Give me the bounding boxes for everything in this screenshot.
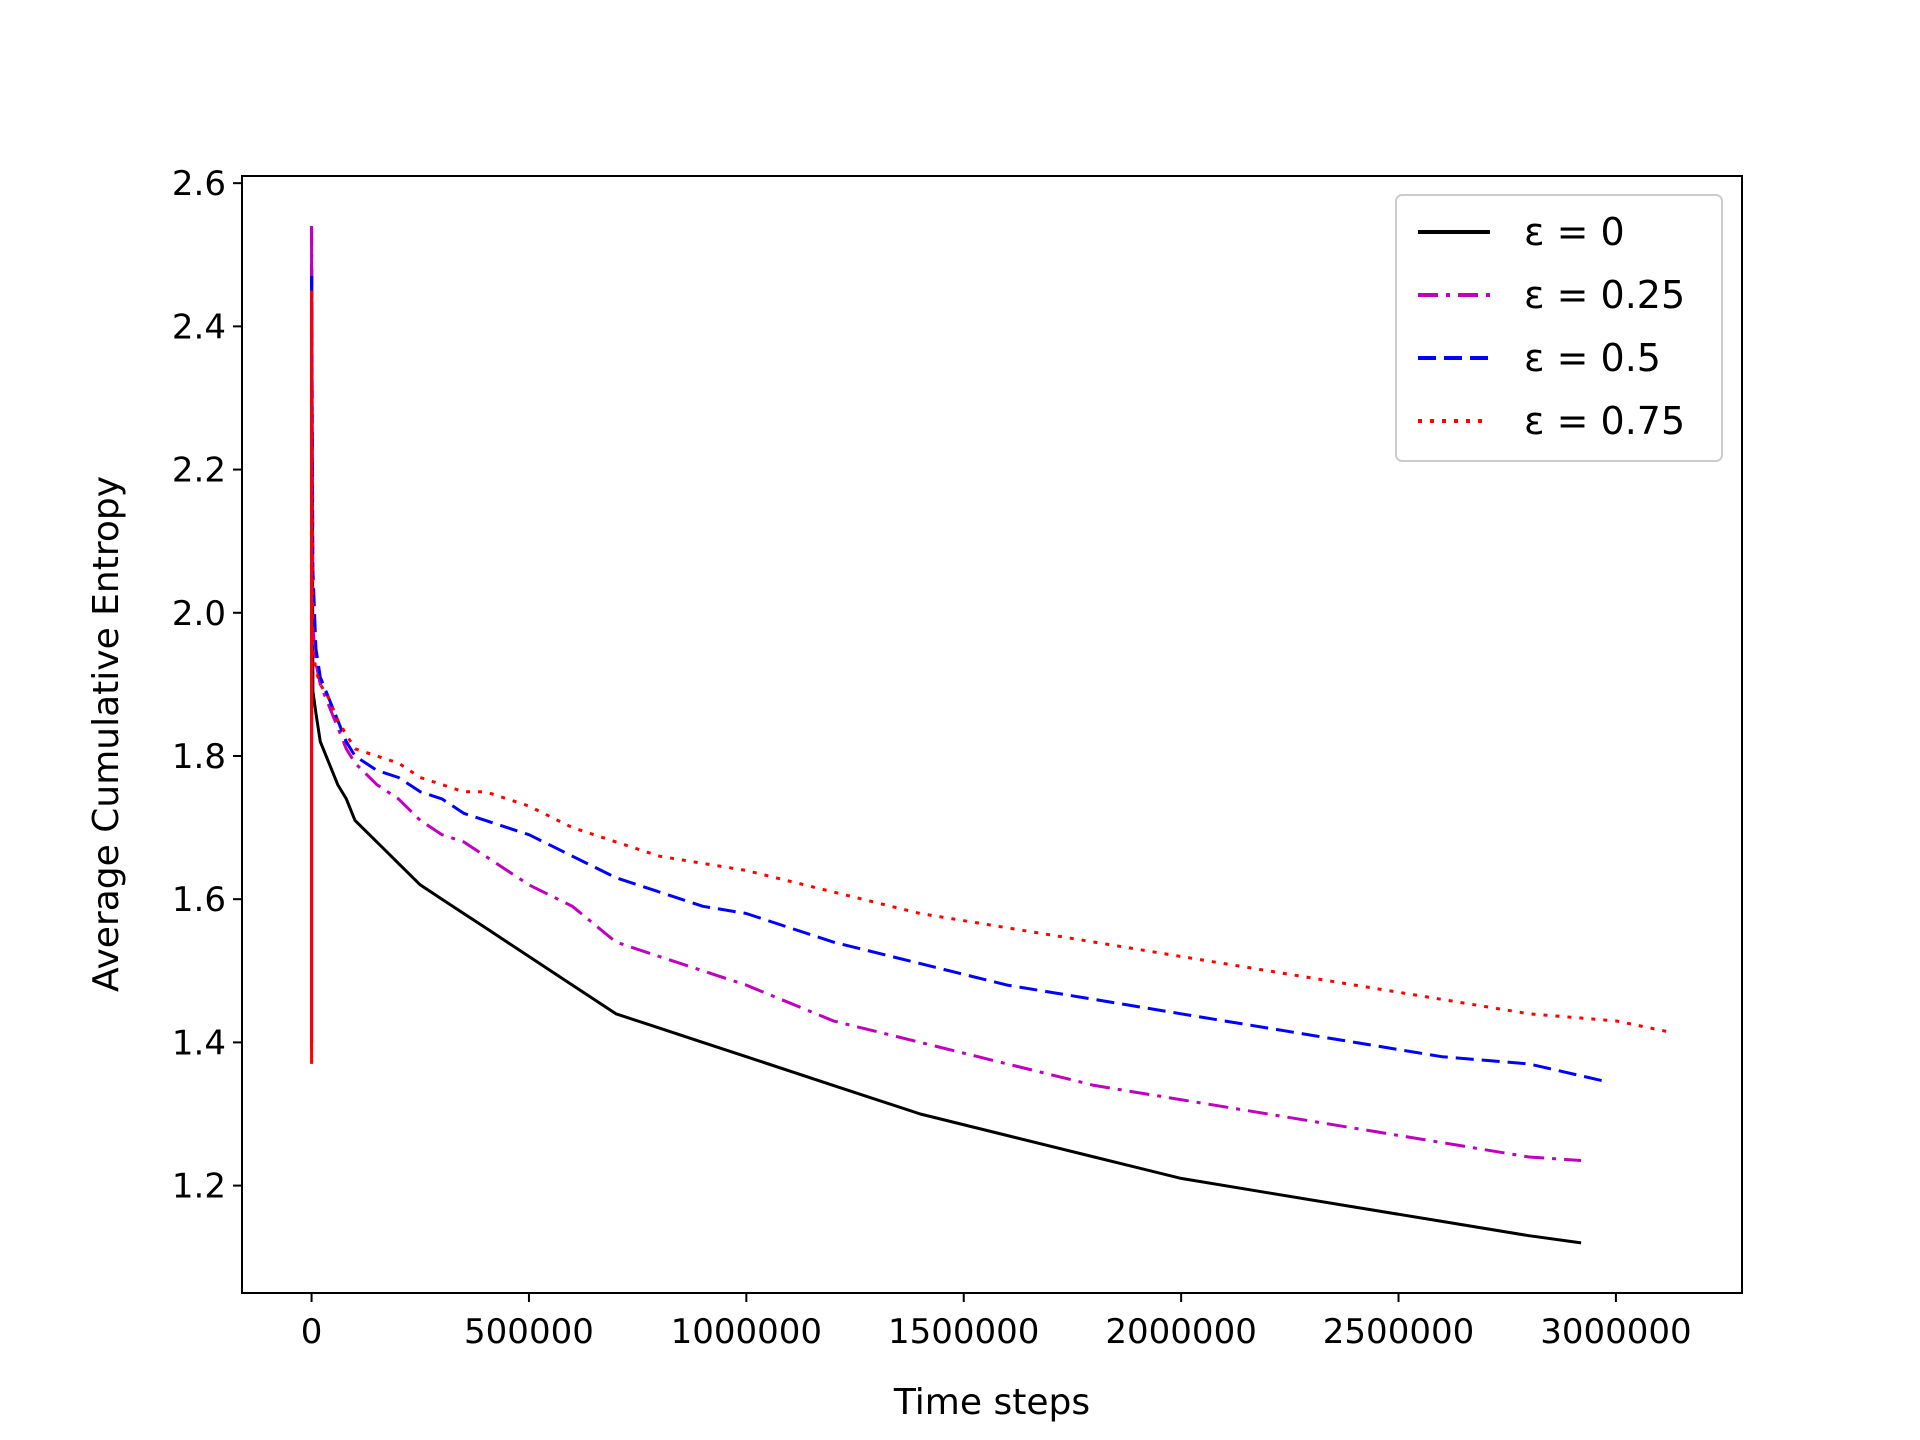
y-tick-label: 2.0: [172, 594, 226, 634]
legend-label: ε = 0.5: [1524, 336, 1661, 380]
y-axis: 1.2 1.4 1.6 1.8 2.0 2.2 2.4 2.6: [172, 164, 242, 1207]
x-axis-label: Time steps: [893, 1382, 1090, 1423]
y-tick-label: 2.2: [172, 451, 226, 491]
legend: ε = 0 ε = 0.25 ε = 0.5 ε = 0.75: [1395, 194, 1723, 462]
y-tick-label: 1.4: [172, 1023, 226, 1063]
x-tick-label: 0: [301, 1312, 323, 1352]
series-line: [310, 269, 1582, 1245]
x-tick-label: 1500000: [888, 1312, 1039, 1352]
series-line: [310, 226, 1582, 1162]
x-tick-label: 1000000: [671, 1312, 822, 1352]
x-axis: 0 500000 1000000 1500000 2000000 2500000 30000…: [301, 1293, 1692, 1352]
x-tick-label: 500000: [464, 1312, 594, 1352]
y-tick-label: 2.4: [172, 307, 226, 347]
series-3: [310, 290, 1669, 1064]
x-tick-label: 3000000: [1540, 1312, 1691, 1352]
y-tick-label: 2.6: [172, 164, 226, 204]
plot-area-frame: [241, 175, 1743, 1294]
y-tick-label: 1.6: [172, 880, 226, 920]
legend-label: ε = 0: [1524, 210, 1625, 254]
legend-frame: [1395, 194, 1723, 462]
x-tick-label: 2000000: [1105, 1312, 1256, 1352]
x-tick-label: 2500000: [1323, 1312, 1474, 1352]
y-tick-label: 1.8: [172, 737, 226, 777]
legend-label: ε = 0.75: [1524, 399, 1685, 443]
y-axis-label: Average Cumulative Entropy: [86, 476, 127, 992]
series-layer: [310, 226, 1669, 1245]
legend-label: ε = 0.25: [1524, 273, 1685, 317]
y-tick-label: 1.2: [172, 1167, 226, 1207]
